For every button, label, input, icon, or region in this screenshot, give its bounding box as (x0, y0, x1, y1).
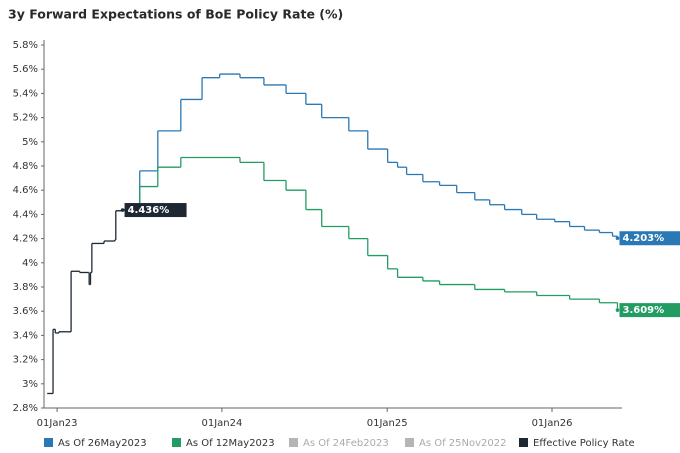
x-tick-label: 01Jan23 (37, 418, 78, 429)
y-tick-label: 3% (22, 379, 38, 390)
y-tick-label: 5% (22, 137, 38, 148)
legend-label: As Of 25Nov2022 (419, 438, 507, 449)
end-label: 4.203% (622, 233, 664, 244)
y-tick-label: 3.8% (13, 282, 38, 293)
legend-label: As Of 26May2023 (58, 438, 147, 449)
y-tick-label: 5.6% (13, 64, 38, 75)
y-tick-label: 4.2% (13, 234, 38, 245)
y-tick-label: 5.4% (13, 88, 38, 99)
x-tick-label: 01Jan24 (201, 418, 242, 429)
y-tick-label: 4.4% (13, 209, 38, 220)
end-point (120, 208, 125, 212)
end-label-box (124, 203, 187, 218)
legend-swatch (405, 438, 414, 447)
legend-swatch (44, 438, 53, 447)
legend-swatch (519, 438, 528, 447)
y-tick-label: 5.8% (13, 40, 38, 51)
y-tick-label: 3.4% (13, 330, 38, 341)
end-point (615, 308, 620, 312)
end-label-box (619, 303, 680, 318)
end-label: 4.436% (128, 205, 170, 216)
x-tick-label: 01Jan25 (367, 418, 408, 429)
end-label: 3.609% (622, 305, 664, 316)
x-tick-label: 01Jan26 (532, 418, 573, 429)
y-tick-label: 4% (22, 258, 38, 269)
chart-title: 3y Forward Expectations of BoE Policy Ra… (8, 7, 343, 22)
legend-swatch (289, 438, 298, 447)
end-point (615, 236, 620, 241)
y-tick-label: 2.8% (13, 403, 38, 414)
legend-label: As Of 12May2023 (186, 438, 275, 449)
y-tick-label: 5.2% (13, 113, 38, 124)
legend-swatch (172, 438, 181, 447)
y-tick-label: 3.2% (13, 355, 38, 366)
legend-label: As Of 24Feb2023 (303, 438, 389, 449)
y-tick-label: 3.6% (13, 306, 38, 317)
legend-label: Effective Policy Rate (533, 438, 635, 449)
end-label-box (619, 231, 680, 246)
y-tick-label: 4.6% (13, 185, 38, 196)
y-tick-label: 4.8% (13, 161, 38, 172)
